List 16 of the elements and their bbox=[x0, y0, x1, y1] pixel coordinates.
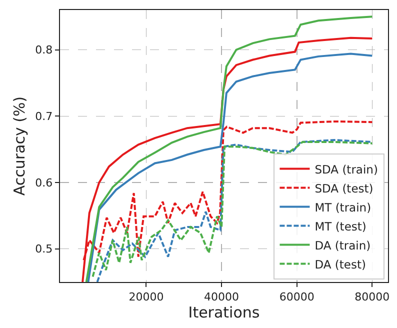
legend-label: SDA (test) bbox=[314, 181, 374, 196]
y-tick-label: 0.5 bbox=[35, 242, 53, 256]
x-tick-label: 60000 bbox=[279, 290, 314, 304]
x-tick-label: 80000 bbox=[354, 290, 390, 304]
x-tick-label: 40000 bbox=[204, 290, 240, 304]
x-axis-title: Iterations bbox=[188, 303, 260, 322]
x-tick-label: 20000 bbox=[128, 290, 164, 304]
legend-label: DA (train) bbox=[314, 238, 371, 252]
y-tick-label: 0.8 bbox=[35, 44, 53, 57]
legend-label: MT (train) bbox=[314, 200, 372, 214]
y-axis-title: Accuracy (%) bbox=[10, 96, 28, 196]
legend-label: MT (test) bbox=[314, 219, 366, 234]
y-tick-label: 0.7 bbox=[35, 110, 53, 123]
legend-label: DA (test) bbox=[314, 257, 366, 272]
y-tick-label: 0.6 bbox=[35, 176, 53, 190]
legend-label: SDA (train) bbox=[314, 162, 378, 176]
